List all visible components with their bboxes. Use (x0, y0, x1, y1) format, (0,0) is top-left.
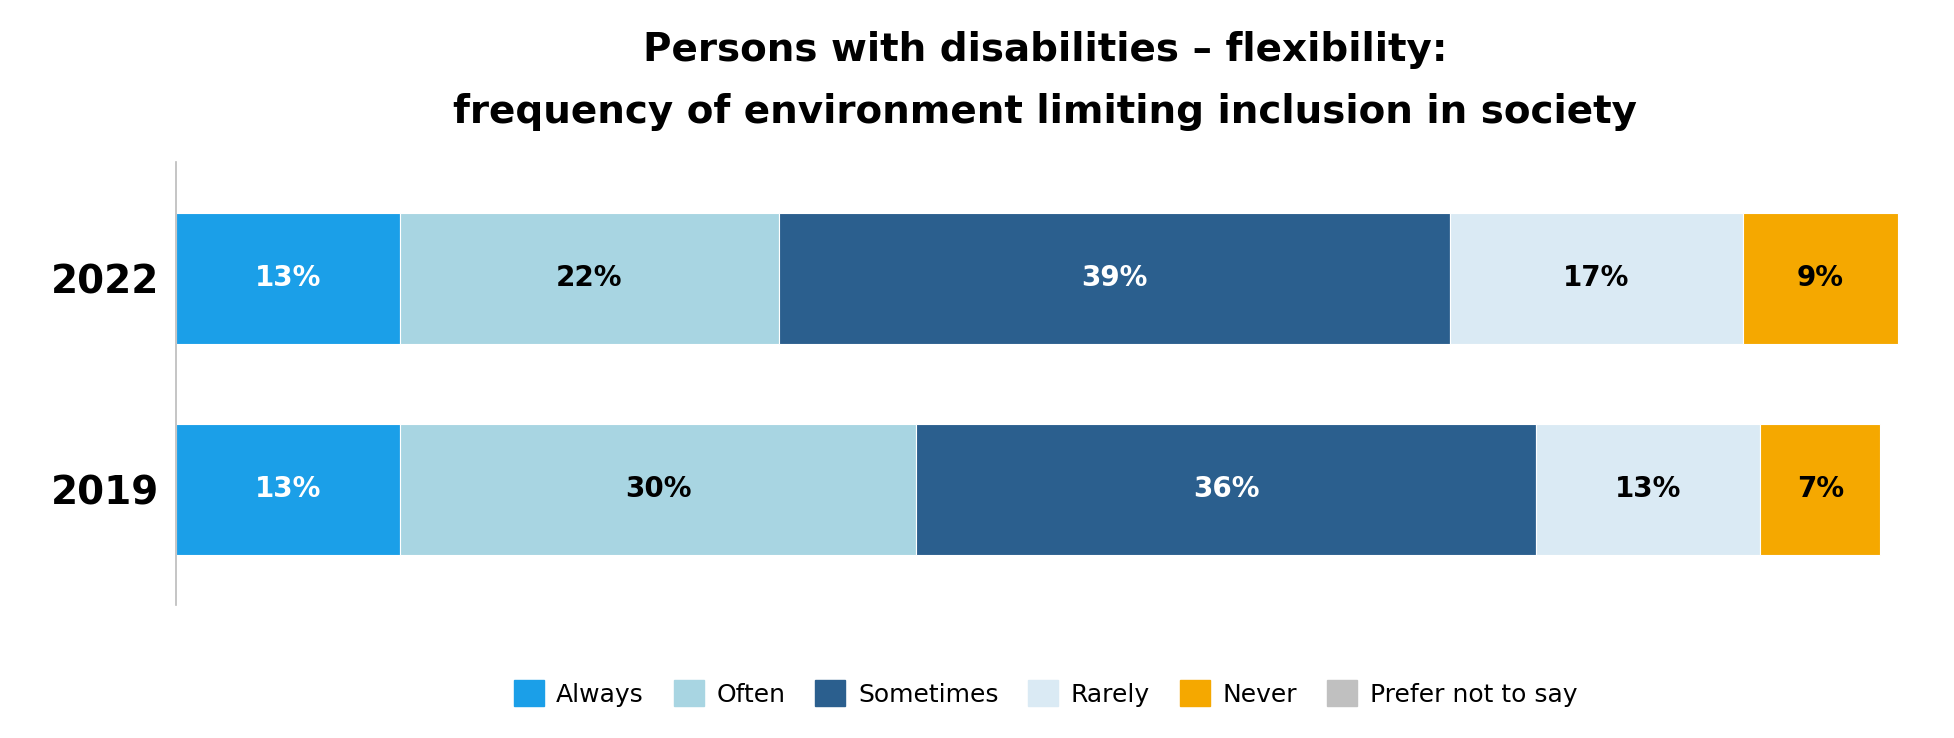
Bar (1536, 424, 1761, 554)
Text: 13%: 13% (254, 264, 320, 292)
Title: Persons with disabilities – flexibility:
frequency of environment limiting inclu: Persons with disabilities – flexibility:… (453, 32, 1637, 131)
Bar (1450, 213, 1743, 344)
Text: 22%: 22% (555, 264, 623, 292)
Bar (916, 424, 1536, 554)
Bar (176, 213, 401, 344)
Text: 13%: 13% (1614, 475, 1680, 503)
Bar (176, 424, 401, 554)
Bar (401, 424, 916, 554)
Bar (401, 213, 778, 344)
Bar (1743, 213, 1897, 344)
Text: 13%: 13% (254, 475, 320, 503)
Text: 39%: 39% (1081, 264, 1147, 292)
Bar (778, 213, 1450, 344)
Legend: Always, Often, Sometimes, Rarely, Never, Prefer not to say: Always, Often, Sometimes, Rarely, Never,… (504, 670, 1587, 717)
Bar (1761, 424, 1880, 554)
Text: 9%: 9% (1798, 264, 1845, 292)
Text: 7%: 7% (1796, 475, 1845, 503)
Text: 36%: 36% (1194, 475, 1260, 503)
Text: 17%: 17% (1563, 264, 1630, 292)
Text: 30%: 30% (625, 475, 692, 503)
